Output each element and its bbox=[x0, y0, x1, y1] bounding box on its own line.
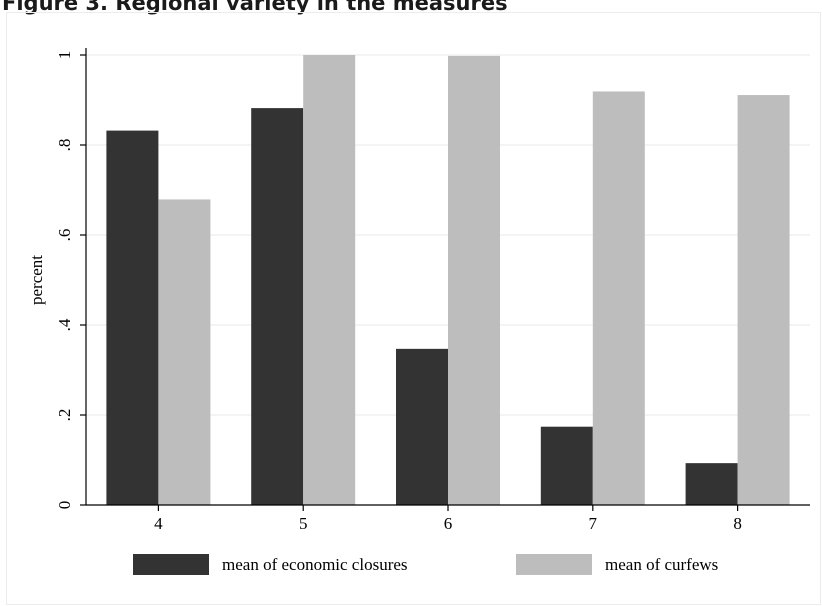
x-tick-label: 4 bbox=[154, 514, 163, 533]
legend-label: mean of economic closures bbox=[222, 555, 408, 574]
bar-economic-closures bbox=[396, 348, 448, 505]
y-tick-label: 1 bbox=[55, 51, 74, 60]
y-ticks: 0 .2 .4 .6 .8 1 bbox=[55, 51, 86, 510]
x-tick-label: 5 bbox=[299, 514, 308, 533]
bar-economic-closures bbox=[540, 426, 593, 505]
figure-heading: Figure 3. Regional variety in the measur… bbox=[2, 0, 508, 15]
y-axis-title: percent bbox=[27, 255, 46, 305]
legend: mean of economic closures mean of curfews bbox=[133, 554, 718, 575]
x-tick-label: 6 bbox=[444, 514, 453, 533]
legend-swatch bbox=[516, 554, 592, 575]
bar-curfews bbox=[303, 55, 356, 505]
x-ticks: 4 5 6 7 8 bbox=[154, 505, 742, 533]
bar-curfews bbox=[592, 91, 645, 505]
bar-curfews bbox=[737, 95, 790, 506]
x-tick-label: 7 bbox=[589, 514, 598, 533]
y-tick-label: .4 bbox=[55, 318, 74, 331]
bar-curfews bbox=[158, 199, 211, 505]
bar-economic-closures bbox=[685, 463, 738, 505]
y-tick-label: 0 bbox=[55, 501, 74, 510]
y-tick-label: .6 bbox=[55, 229, 74, 242]
chart-frame bbox=[6, 12, 821, 605]
y-tick-label: .2 bbox=[55, 409, 74, 422]
bar-economic-closures bbox=[106, 130, 159, 505]
legend-label: mean of curfews bbox=[605, 555, 718, 574]
x-tick-label: 8 bbox=[733, 514, 742, 533]
bar-economic-closures bbox=[251, 108, 304, 505]
bar-curfews bbox=[448, 55, 500, 506]
legend-swatch bbox=[133, 554, 209, 575]
y-tick-label: .8 bbox=[55, 139, 74, 152]
bars bbox=[106, 55, 790, 506]
